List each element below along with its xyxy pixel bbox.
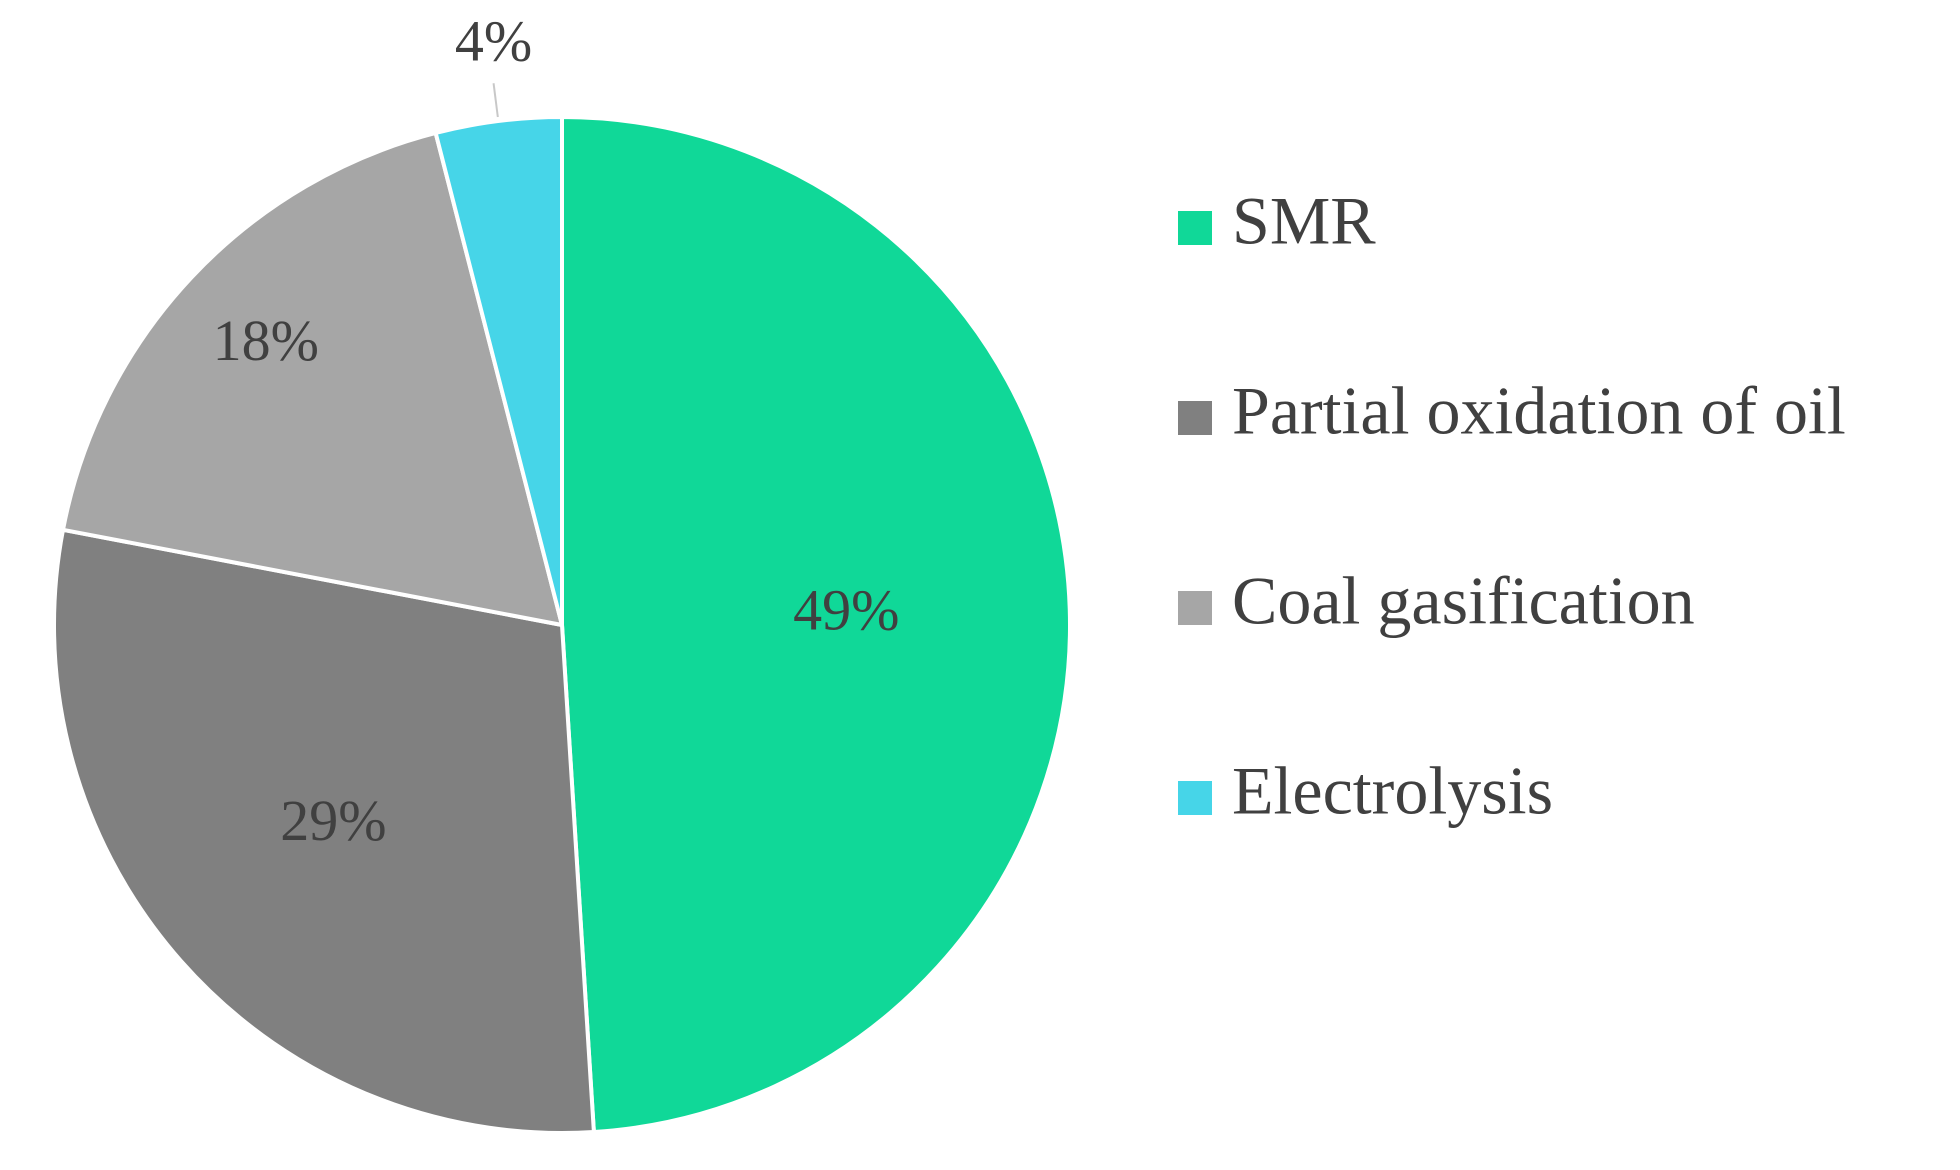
legend-label-electrolysis: Electrolysis (1232, 753, 1553, 829)
legend: SMR Partial oxidation of oil Coal gasifica… (1178, 183, 1846, 829)
legend-swatch-coal-gasification (1178, 591, 1212, 625)
legend-item-coal-gasification: Coal gasification (1178, 563, 1695, 639)
legend-label-partial-oxidation-of-oil: Partial oxidation of oil (1232, 373, 1846, 449)
leader-lines (492, 83, 499, 118)
legend-swatch-smr (1178, 211, 1212, 245)
pie-slice-electrolysis (433, 115, 564, 627)
pie-slice-partial-oxidation-of-oil (52, 527, 596, 1135)
legend-item-partial-oxidation-of-oil: Partial oxidation of oil (1178, 373, 1846, 449)
legend-swatch-partial-oxidation-of-oil (1178, 401, 1212, 435)
legend-swatch-electrolysis (1178, 781, 1212, 815)
legend-label-smr: SMR (1232, 183, 1376, 259)
legend-item-smr: SMR (1178, 183, 1376, 259)
data-label-partial-oxidation-of-oil: 29% (280, 788, 386, 853)
legend-label-coal-gasification: Coal gasification (1232, 563, 1695, 639)
data-label-smr: 49% (793, 577, 899, 642)
data-label-coal-gasification: 18% (213, 308, 319, 373)
pie-slice-coal-gasification (60, 130, 564, 627)
pie-slices (52, 115, 1073, 1135)
leader-line-electrolysis (492, 83, 499, 118)
data-labels: 49% 29% 18% 4% (213, 9, 900, 853)
pie-slice-smr (560, 115, 1073, 1134)
data-label-electrolysis: 4% (455, 9, 532, 74)
legend-item-electrolysis: Electrolysis (1178, 753, 1553, 829)
